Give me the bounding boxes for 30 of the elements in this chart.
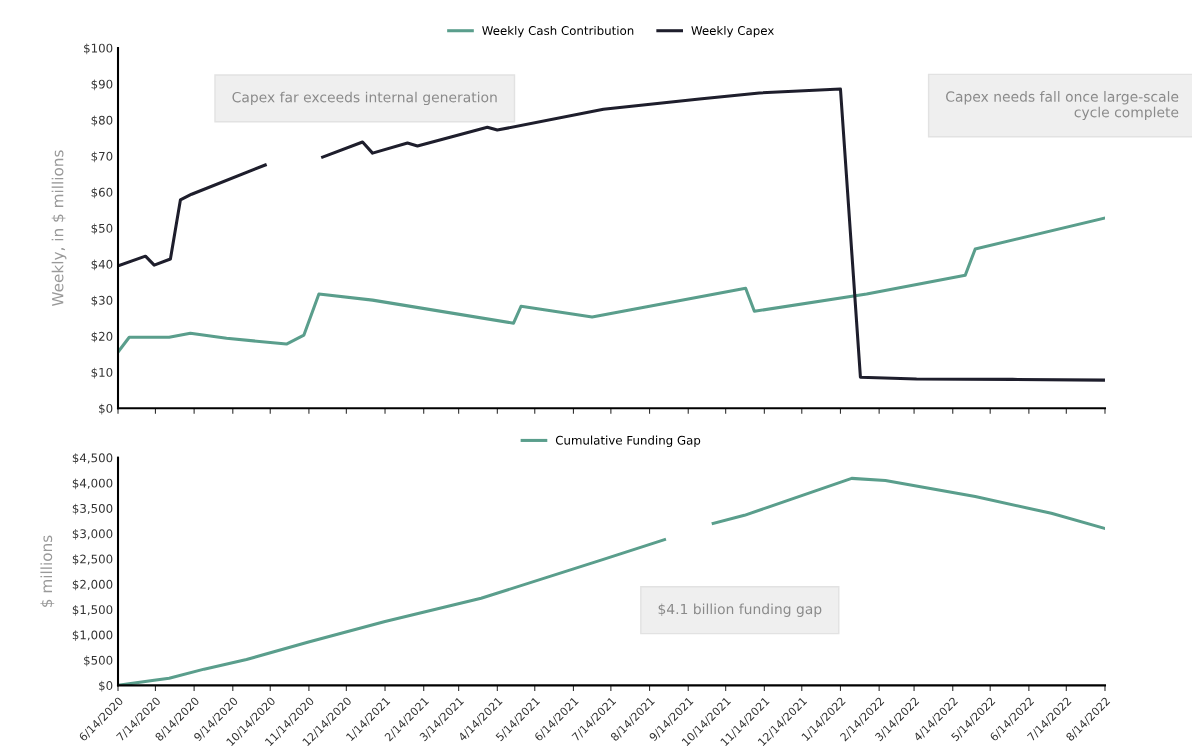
y-tick-label: $100 [84,43,113,55]
y-axis-title: Weekly, in $ millions [51,150,67,307]
legend-label: Weekly Capex [691,25,774,38]
y-tick-label: $4,000 [72,478,113,490]
annotation: Capex needs fall once large-scale cycle complete [946,91,1179,121]
y-tick-label: $30 [91,295,113,307]
y-tick-label: $2,000 [72,579,113,591]
y-tick-label: $3,500 [72,503,113,515]
legend-label: Weekly Cash Contribution [482,25,634,38]
y-tick-label: $50 [91,223,113,235]
y-tick-label: $4,500 [72,453,113,464]
y-tick-label: $0 [99,403,113,415]
legend-label: Cumulative Funding Gap [555,435,701,448]
y-tick-label: $1,500 [72,604,113,616]
annotation: Capex far exceeds internal generation [232,91,497,106]
annotation: $4.1 billion funding gap [658,603,822,617]
y-tick-label: $3,000 [72,529,113,540]
y-tick-label: $2,500 [72,554,113,566]
y-tick-label: $60 [91,187,113,199]
y-tick-label: $1,000 [72,630,113,641]
y-tick-label: $0 [99,680,113,692]
line-series [118,216,1105,354]
y-tick-label: $500 [84,655,113,667]
y-tick-label: $70 [91,151,113,163]
y-tick-label: $10 [91,367,113,379]
y-axis-title: $ millions [40,535,55,607]
y-tick-label: $20 [91,331,113,343]
y-tick-label: $80 [91,115,113,127]
y-tick-label: $90 [91,79,113,91]
y-tick-label: $40 [91,259,113,271]
